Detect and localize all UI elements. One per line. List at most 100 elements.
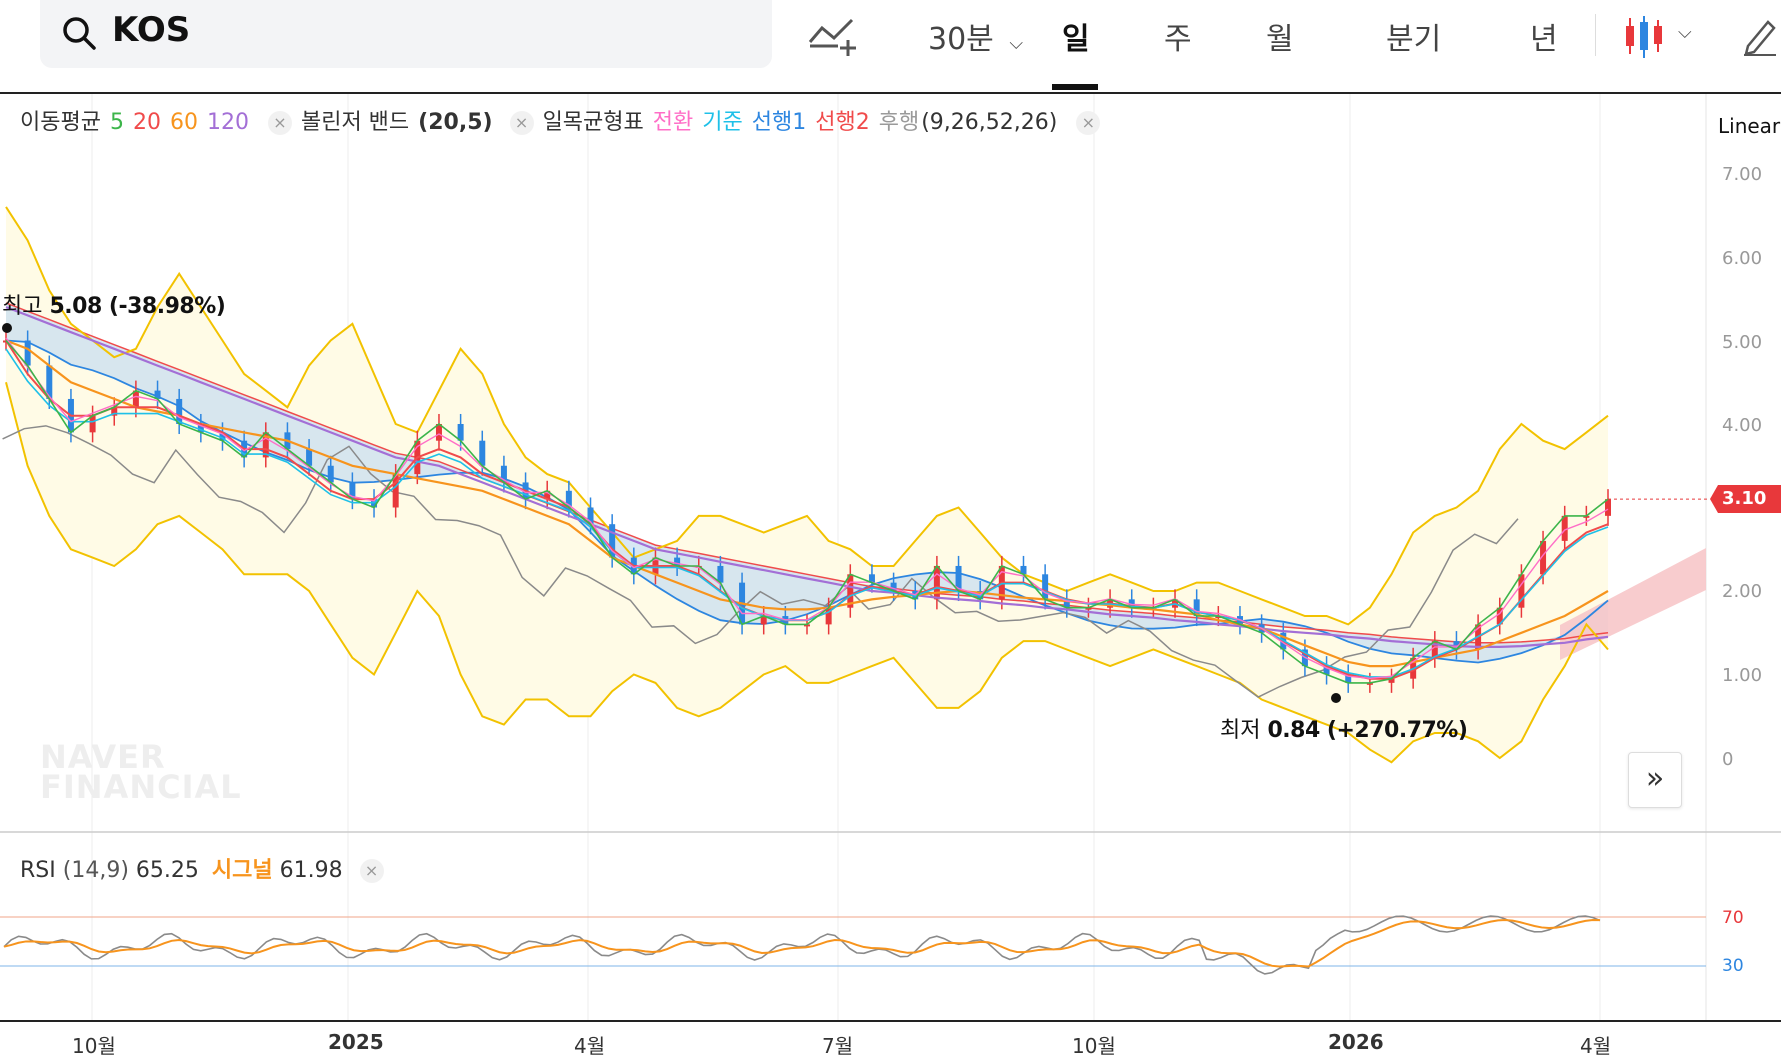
ichimoku-conversion: 전환 bbox=[652, 110, 694, 135]
bb-params: (20,5) bbox=[418, 110, 493, 135]
y-tick-label: 7.00 bbox=[1722, 164, 1763, 185]
ichimoku-label: 일목균형표 bbox=[542, 110, 644, 135]
low-marker bbox=[1331, 693, 1341, 703]
high-marker bbox=[2, 323, 12, 333]
candle-body bbox=[609, 524, 616, 558]
candle-body bbox=[804, 624, 810, 627]
ichimoku-span2: 선행2 bbox=[815, 110, 870, 135]
double-chevron-right-icon: » bbox=[1645, 761, 1665, 796]
ichimoku-lagging-line bbox=[2, 425, 1519, 698]
ichimoku-span1-line bbox=[5, 339, 1609, 664]
ichimoku-params: (9,26,52,26) bbox=[921, 110, 1058, 135]
candle-body bbox=[1605, 499, 1611, 516]
x-tick-label: 4월 bbox=[1580, 1034, 1612, 1058]
scale-type[interactable]: Linear bbox=[1718, 114, 1781, 138]
candle-body bbox=[306, 449, 313, 466]
candle-body bbox=[349, 482, 356, 500]
tab-week[interactable]: 주 bbox=[1164, 22, 1192, 57]
remove-ma-button[interactable]: × bbox=[267, 111, 292, 135]
ma-5: 5 bbox=[109, 110, 124, 135]
candle-body bbox=[868, 574, 875, 583]
indicator-legend: 이동평균 5 20 60 120 × 볼린저 밴드 (20,5) × 일목균형표… bbox=[20, 104, 1102, 136]
candle-body bbox=[262, 432, 269, 458]
ma-20: 20 bbox=[132, 110, 161, 135]
tab-month[interactable]: 월 bbox=[1266, 22, 1294, 57]
top-toolbar: KOS 30분 ⌵ 일 주 월 분기 년 ⌵ bbox=[0, 0, 1781, 94]
ma5-line bbox=[5, 339, 1609, 684]
symbol-text: KOS bbox=[112, 10, 191, 50]
rsi-signal-value: 61.98 bbox=[279, 858, 343, 883]
x-tick-label: 7월 bbox=[822, 1034, 854, 1058]
naver-financial-watermark: NAVER FINANCIAL bbox=[40, 738, 242, 803]
interval-select[interactable]: 30분 ⌵ bbox=[928, 14, 1023, 58]
low-value: 0.84 (+270.77%) bbox=[1267, 718, 1468, 743]
ichimoku-lagging: 후행 bbox=[878, 110, 920, 135]
candle-body bbox=[1583, 515, 1590, 518]
ma-60: 60 bbox=[169, 110, 198, 135]
candle-body bbox=[1323, 666, 1330, 675]
candle-body bbox=[1345, 674, 1352, 683]
y-tick-label: 2.00 bbox=[1722, 581, 1763, 602]
symbol-search[interactable]: KOS bbox=[40, 0, 772, 68]
x-tick-label: 10월 bbox=[72, 1034, 116, 1058]
rsi-value: 65.25 bbox=[135, 858, 199, 883]
candle-body bbox=[955, 565, 962, 591]
low-annotation: 최저 0.84 (+270.77%) bbox=[1220, 712, 1468, 744]
candle-body bbox=[674, 557, 681, 566]
candlestick-icon[interactable] bbox=[1622, 14, 1670, 60]
interval-label: 30분 bbox=[928, 22, 994, 57]
candle-body bbox=[46, 365, 53, 399]
ma-label: 이동평균 bbox=[20, 110, 101, 135]
candle-body bbox=[392, 474, 399, 508]
y-tick-label: 1.00 bbox=[1722, 665, 1763, 686]
watermark-line: NAVER bbox=[40, 738, 166, 776]
x-tick-label: 10월 bbox=[1072, 1034, 1116, 1058]
x-tick-label: 2025 bbox=[328, 1030, 384, 1054]
candle-body bbox=[1388, 678, 1395, 683]
x-tick-label: 2026 bbox=[1328, 1030, 1384, 1054]
low-label: 최저 bbox=[1220, 718, 1261, 743]
candle-body bbox=[1085, 607, 1092, 610]
ma120-line bbox=[5, 306, 1609, 649]
high-value: 5.08 (-38.98%) bbox=[49, 294, 226, 319]
ichimoku-cloud bbox=[6, 302, 1608, 663]
y-tick-label: 0 bbox=[1722, 749, 1734, 770]
add-indicator-icon[interactable] bbox=[808, 14, 858, 58]
candle-body bbox=[219, 432, 226, 441]
expand-chart-button[interactable]: » bbox=[1628, 752, 1682, 808]
bollinger-upper-line bbox=[5, 206, 1609, 626]
high-label: 최고 bbox=[2, 294, 43, 319]
ichimoku-span2-line bbox=[5, 302, 1609, 644]
candle-body bbox=[435, 424, 442, 441]
candle-body bbox=[1496, 607, 1503, 625]
remove-ichimoku-button[interactable]: × bbox=[1076, 111, 1101, 135]
candle-body bbox=[760, 616, 767, 625]
ma-120: 120 bbox=[206, 110, 249, 135]
candle-body bbox=[890, 582, 897, 591]
search-icon bbox=[63, 17, 96, 50]
chart-type-chevron-icon[interactable]: ⌵ bbox=[1678, 22, 1692, 43]
tab-day[interactable]: 일 bbox=[1062, 22, 1090, 57]
candle-body bbox=[933, 565, 940, 600]
ichimoku-span1: 선행1 bbox=[751, 110, 807, 135]
tab-quarter[interactable]: 분기 bbox=[1386, 22, 1442, 57]
y-tick-label: 5.00 bbox=[1722, 332, 1763, 353]
candle-body bbox=[587, 507, 594, 525]
pencil-icon[interactable] bbox=[1742, 16, 1778, 56]
toolbar-divider bbox=[1595, 14, 1596, 56]
ichimoku-cloud-future bbox=[1560, 548, 1706, 660]
remove-rsi-button[interactable]: × bbox=[359, 859, 384, 883]
candle-body bbox=[176, 398, 183, 424]
tab-year[interactable]: 년 bbox=[1530, 22, 1558, 57]
ichimoku-conversion-line bbox=[5, 337, 1609, 680]
current-price-tag: 3.10 bbox=[1710, 485, 1781, 513]
remove-bb-button[interactable]: × bbox=[509, 111, 534, 135]
candle-body bbox=[154, 390, 161, 399]
candle-body bbox=[111, 407, 118, 416]
candle-body bbox=[717, 565, 724, 583]
candle-body bbox=[1215, 616, 1222, 619]
candle-body bbox=[1193, 599, 1200, 617]
bollinger-lower-line bbox=[5, 382, 1609, 764]
candle-body bbox=[1128, 599, 1135, 608]
